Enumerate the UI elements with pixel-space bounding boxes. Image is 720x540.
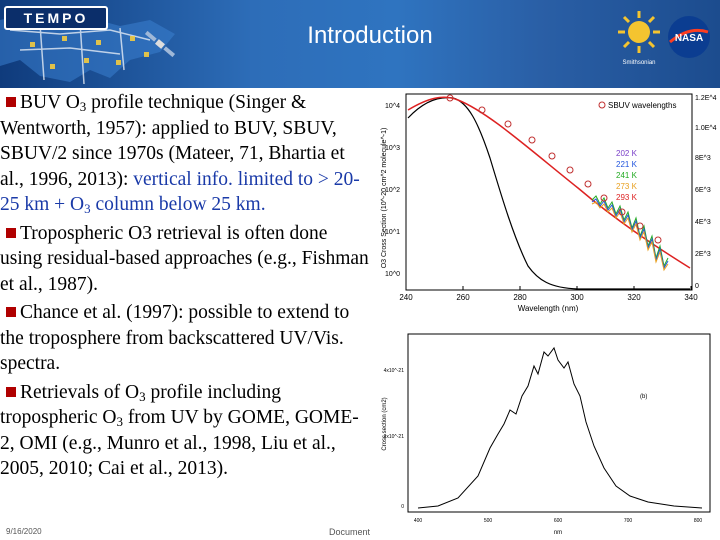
x-tick-label: 800 (694, 518, 703, 524)
x-tick-label: 260 (456, 293, 470, 302)
legend-entry: 221 K (616, 160, 638, 169)
y-tick-label: 10^1 (385, 229, 400, 236)
x-tick-label: 500 (484, 518, 493, 524)
y-tick-label: 8E^3 (695, 155, 711, 162)
y-tick-label: 1.2E^4 (695, 95, 717, 102)
x-tick-label: 700 (624, 518, 633, 524)
bullet-text: profile including tropospheric O (0, 381, 282, 429)
bullet-text: Retrievals of O (20, 381, 140, 403)
x-ticks: 240 260 280 300 320 340 (399, 286, 698, 302)
tempo-logo: TEMPO (4, 6, 108, 30)
y-tick-label: 1.0E^4 (695, 125, 717, 132)
bullet-item: Chance et al. (1997): possible to extend… (0, 300, 372, 377)
x-tick-label: 400 (414, 518, 423, 524)
subscript: 3 (139, 388, 146, 404)
bullet-text: BUV O (20, 92, 80, 113)
visible-cross-section-figure: 4x10^-21 2x10^-21 0 Cross section (cm2) … (378, 326, 718, 540)
x-ticks: 400 500 600 700 800 (414, 518, 703, 524)
visible-cross-section-curve (417, 346, 703, 509)
legend-entry: 273 K (616, 182, 638, 191)
bullet-list: BUV O3 profile technique (Singer & Wentw… (0, 90, 372, 485)
plot-frame (405, 93, 693, 291)
legend-entry: 202 K (616, 149, 638, 158)
y-tick-label: 10^2 (385, 187, 400, 194)
y-ticks: 4x10^-21 2x10^-21 0 (384, 368, 405, 510)
bullet-text: Tropospheric O3 retrieval is often done … (0, 222, 369, 295)
x-tick-label: 340 (684, 293, 698, 302)
legend: SBUV wavelengths 202 K 221 K 241 K 273 K 293… (598, 101, 676, 202)
slide-title: Introduction (307, 22, 433, 49)
x-tick-label: 240 (399, 293, 413, 302)
subscript: 3 (116, 414, 123, 429)
x-tick-label: 600 (554, 518, 563, 524)
y-tick-label: 2E^3 (695, 251, 711, 258)
bullet-text: vertical info. limited to > 20-25 km + O (0, 168, 360, 216)
bullet-square-icon (6, 386, 16, 397)
bullet-text: profile technique (Singer & Wentworth, 1… (0, 92, 345, 190)
sbuv-wavelength-markers (446, 94, 662, 244)
y-ticks-left: 10^4 10^3 10^2 10^1 10^0 (385, 103, 400, 278)
x-axis-label: Wavelength (nm) (518, 304, 579, 313)
y-axis-label: Cross section (cm2) (382, 397, 388, 450)
bullet-square-icon (6, 97, 16, 107)
smithsonian-sun-icon: Smithsonian (618, 11, 660, 66)
ozone-cross-section-figure: 240 260 280 300 320 340 Wavelength (nm) … (378, 88, 718, 313)
header-banner: TEMPO Introduction Smithsonian NASA (0, 0, 720, 88)
y-tick-label: 10^0 (385, 271, 400, 278)
plot-frame (407, 333, 711, 513)
bullet-square-icon (6, 307, 16, 317)
footer-document-label: Document (329, 527, 371, 537)
x-axis-label: nm (554, 530, 562, 536)
nasa-logo-icon: NASA (668, 16, 710, 58)
temperature-oscillation-curve (591, 201, 669, 272)
y-ticks-right: 1.2E^4 1.0E^4 8E^3 6E^3 4E^3 2E^3 0 (695, 95, 717, 290)
sun-logo-caption: Smithsonian (622, 60, 655, 66)
y-tick-label: 0 (401, 504, 404, 510)
legend-entry: 241 K (616, 171, 638, 180)
y-tick-label: 10^3 (385, 145, 400, 152)
panel-label: (b) (640, 394, 647, 400)
subscript: 3 (79, 99, 87, 114)
legend-entry: 293 K (616, 193, 638, 202)
bullet-item: Retrievals of O3 profile including tropo… (0, 380, 372, 482)
map-background (0, 14, 176, 85)
subscript: 3 (84, 201, 91, 216)
bullet-text: Chance et al. (1997): possible to extend… (0, 302, 350, 374)
y-axis-label: O3 Cross Section (10^-20 cm^2 molecule^-… (381, 128, 388, 269)
bullet-item: BUV O3 profile technique (Singer & Wentw… (0, 90, 372, 218)
legend-title: SBUV wavelengths (608, 101, 676, 110)
x-tick-label: 320 (627, 293, 641, 302)
bullet-text: column below 25 km. (90, 194, 266, 215)
y-tick-label: 4x10^-21 (384, 368, 405, 374)
y-tick-label: 2x10^-21 (384, 434, 405, 440)
y-tick-label: 6E^3 (695, 187, 711, 194)
bullet-text: from UV by GOME, GOME-2, OMI (e.g., Munr… (0, 407, 359, 479)
bullet-square-icon (6, 227, 16, 238)
y-tick-label: 0 (695, 283, 699, 290)
y-tick-label: 10^4 (385, 103, 400, 110)
x-tick-label: 280 (513, 293, 527, 302)
nasa-logo-text: NASA (675, 33, 703, 44)
y-tick-label: 4E^3 (695, 219, 711, 226)
x-tick-label: 300 (570, 293, 584, 302)
bullet-item: Tropospheric O3 retrieval is often done … (0, 221, 372, 298)
footer-date: 9/16/2020 (6, 527, 42, 536)
